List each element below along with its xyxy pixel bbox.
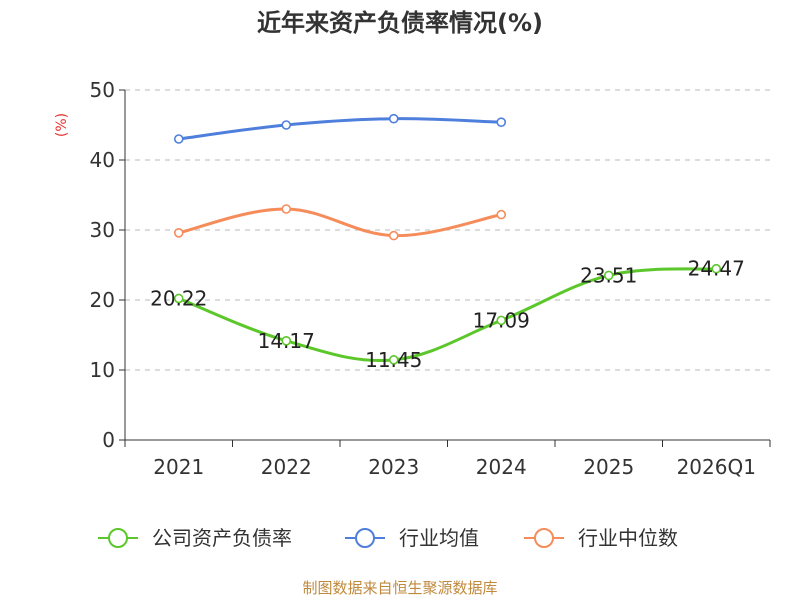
axes: 0 10 20 30 40 50 2021 2022 2023 2024 2025 2026Q1 [90, 78, 771, 479]
source-note: 制图数据来自恒生聚源数据库 [302, 579, 497, 597]
x-tick-label: 2021 [153, 455, 204, 479]
data-label: 17.09 [473, 308, 530, 332]
data-point [281, 120, 292, 130]
data-label: 20.22 [150, 286, 207, 310]
y-tick-label: 30 [90, 218, 115, 242]
y-tick-label: 20 [90, 288, 115, 312]
legend-label: 公司资产负债率 [152, 526, 292, 550]
x-tick-label: 2026Q1 [677, 455, 756, 479]
y-axis-label: (%) [54, 113, 70, 137]
series-layer [173, 113, 722, 365]
series-line [178, 117, 502, 141]
x-tick-label: 2023 [368, 455, 419, 479]
series-line [178, 207, 502, 238]
x-tick-label: 2024 [476, 455, 527, 479]
data-point [388, 355, 399, 365]
data-point [173, 228, 184, 238]
data-point [281, 204, 292, 214]
data-label: 11.45 [365, 348, 422, 372]
data-label: 23.51 [580, 263, 637, 287]
chart-title: 近年来资产负债率情况(%) [257, 9, 543, 37]
data-point [603, 270, 614, 281]
data-point [173, 134, 184, 144]
y-tick-label: 10 [90, 358, 115, 382]
legend-label: 行业中位数 [578, 526, 678, 550]
data-point [173, 293, 184, 304]
legend-marker [534, 528, 554, 548]
data-point [496, 315, 507, 326]
data-point [388, 230, 399, 241]
data-point [496, 117, 507, 127]
x-tick-label: 2025 [583, 455, 634, 479]
legend-marker [355, 528, 375, 548]
y-tick-label: 40 [90, 148, 115, 172]
data-point [711, 263, 722, 274]
series-line [178, 267, 717, 362]
data-labels: 20.22 14.17 11.45 17.09 23.51 24.47 [150, 257, 745, 372]
data-label: 14.17 [258, 329, 315, 353]
legend-label: 行业均值 [399, 526, 479, 550]
legend-marker [108, 528, 128, 548]
x-tick-label: 2022 [261, 455, 312, 479]
y-tick-label: 0 [102, 428, 115, 452]
legend: 公司资产负债率 行业均值 行业中位数 [98, 526, 678, 550]
data-point [281, 336, 292, 346]
data-label: 24.47 [688, 257, 745, 281]
data-point [496, 209, 507, 220]
data-point [388, 113, 399, 124]
y-tick-label: 50 [90, 78, 115, 102]
